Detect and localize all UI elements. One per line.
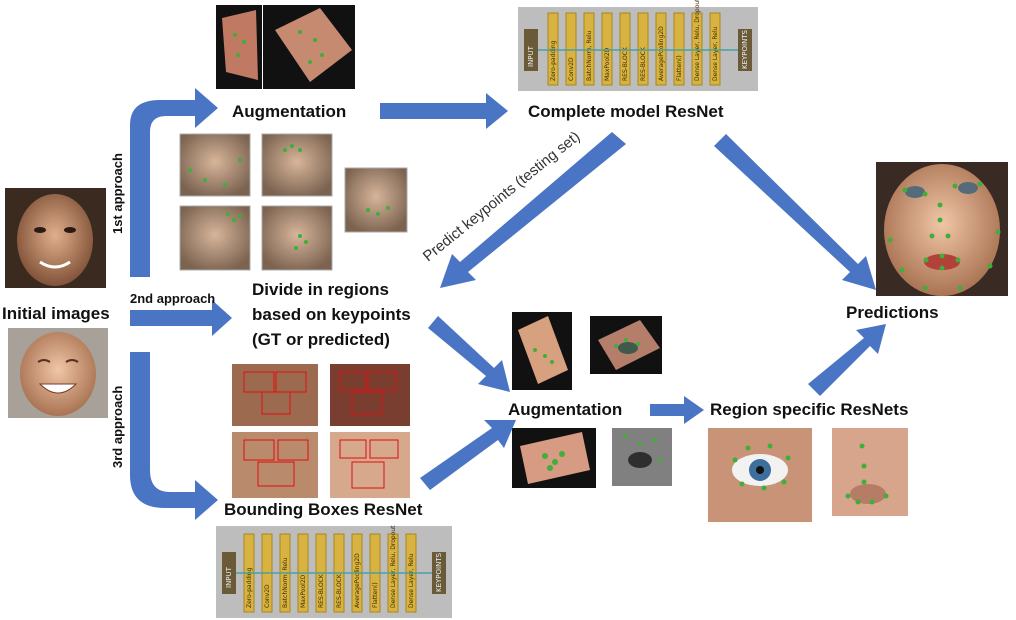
svg-text:INPUT: INPUT [527, 45, 535, 67]
network-layer-label: BatchNorm, Relu [586, 30, 593, 81]
network-layer-label: RES-BLOCK [640, 46, 647, 81]
svg-text:KEYPOINTS: KEYPOINTS [741, 29, 749, 69]
network-layer-label: RES-BLOCK [336, 573, 343, 608]
initial-image-1 [5, 188, 106, 288]
bounding-box-thumbnails [232, 364, 410, 498]
svg-text:KEYPOINTS: KEYPOINTS [435, 552, 443, 592]
network-layer-label: Zero-padding [246, 567, 253, 608]
network-layer-label: Dense Layer, Relu, Dropout [390, 525, 397, 608]
network-layer-label: BatchNorm, Relu [282, 557, 289, 608]
complete-model-layers: Zero-padding Conv2D BatchNorm, Relu MaxPool… [547, 0, 721, 86]
network-layer-label: MaxPool2D [300, 574, 307, 608]
approach-1-label: 1st approach [110, 153, 125, 234]
arrow-bbox-to-aug [420, 420, 516, 490]
network-layer-label: Flatten() [676, 55, 683, 81]
complete-model-network: INPUT Zero-padding Conv2D BatchNorm, Relu M… [518, 0, 758, 91]
approach-1-arrow [130, 88, 218, 277]
complete-model-label: Complete model ResNet [528, 102, 724, 121]
network-layer-label: AveragePooling2D [658, 26, 665, 81]
network-layer-label: Zero-padding [550, 40, 557, 81]
approach-2-arrow [130, 300, 232, 336]
network-layer-label: Flatten() [372, 582, 379, 608]
arrow-region-to-predictions [808, 324, 886, 396]
network-layer-label: Dense Layer, Relu [712, 26, 719, 81]
augmentation-mid-thumbnails [512, 312, 672, 488]
arrow-aug-to-region [650, 396, 704, 424]
initial-images-label: Initial images [2, 304, 110, 323]
network-layer-label: RES-BLOCK [622, 46, 629, 81]
svg-text:INPUT: INPUT [225, 566, 233, 588]
network-layer-label: Dense Layer, Relu [408, 553, 415, 608]
arrow-divide-to-aug [428, 316, 510, 392]
augmentation-top-thumbnails [216, 5, 355, 89]
arrow-aug-to-model [380, 93, 508, 129]
approach-3-label: 3rd approach [110, 386, 125, 468]
keypoint-region-plots [179, 133, 408, 271]
arrow-model-to-predictions [714, 134, 876, 290]
approach-3-arrow [130, 352, 218, 520]
predictions-image [876, 162, 1008, 296]
approach-2-label: 2nd approach [130, 291, 215, 306]
network-layer-label: RES-BLOCK [318, 573, 325, 608]
network-layer-label: Conv2D [568, 57, 575, 81]
network-layer-label: Dense Layer, Relu, Dropout [694, 0, 701, 81]
initial-image-2 [8, 328, 108, 418]
bbox-resnet-network: INPUT Zero-padding Conv2D BatchNorm, Relu M… [216, 525, 452, 618]
arrow-model-to-divide [440, 132, 626, 288]
divide-label-line2: based on keypoints [252, 305, 411, 324]
network-layer-label: MaxPool2D [604, 47, 611, 81]
region-specific-thumbnails [708, 428, 908, 522]
divide-label-line1: Divide in regions [252, 280, 389, 299]
region-resnets-label: Region specific ResNets [710, 400, 908, 419]
network-layer-label: Conv2D [264, 584, 271, 608]
network-layer-label: AveragePooling2D [354, 553, 361, 608]
augmentation-mid-label: Augmentation [508, 400, 622, 419]
divide-label-line3: (GT or predicted) [252, 330, 390, 349]
predictions-label: Predictions [846, 303, 939, 322]
bbox-resnet-label: Bounding Boxes ResNet [224, 500, 423, 519]
augmentation-top-label: Augmentation [232, 102, 346, 121]
